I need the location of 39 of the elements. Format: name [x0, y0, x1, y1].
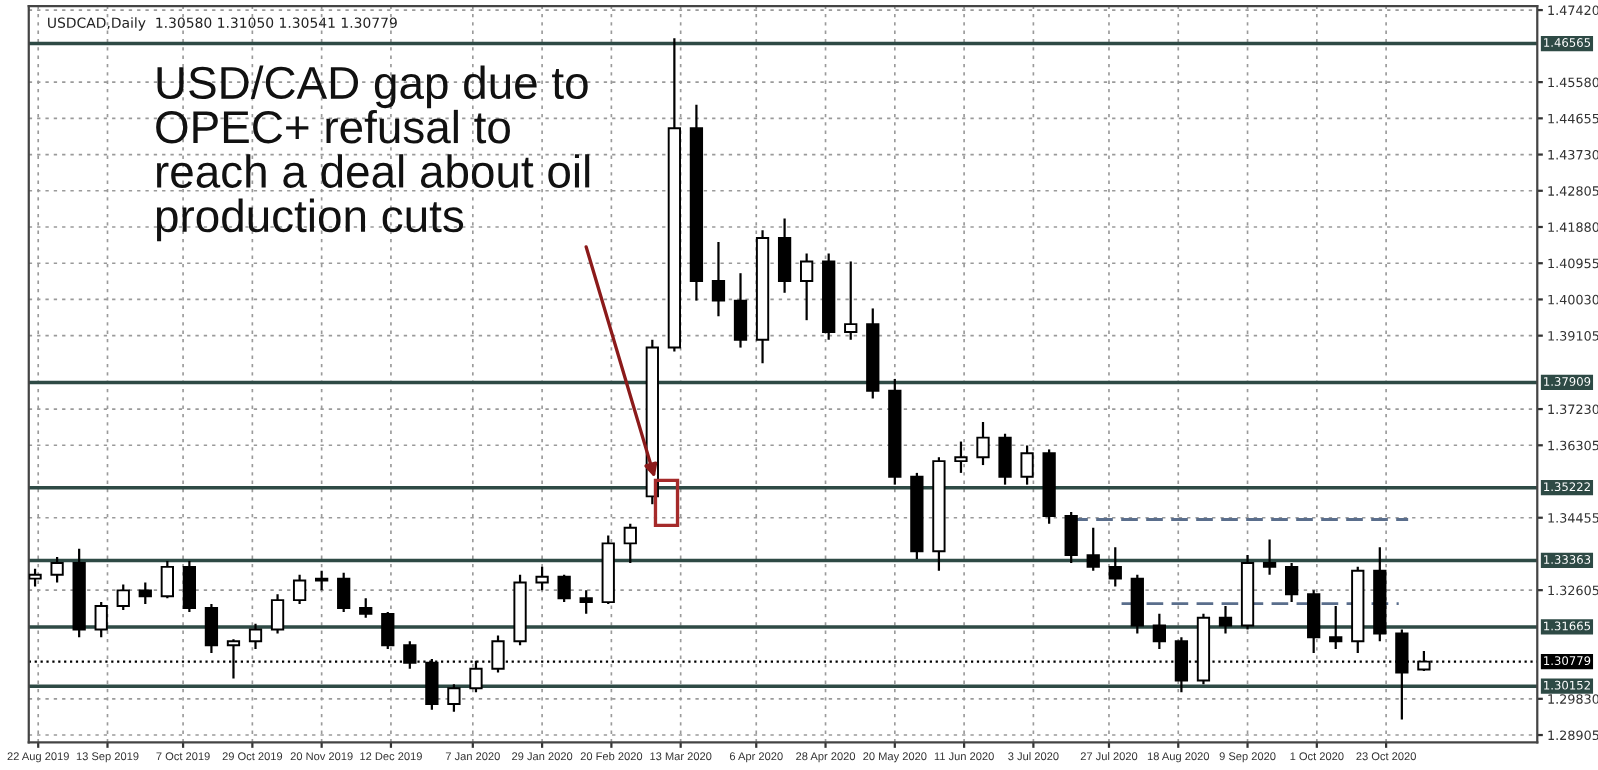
candlestick — [160, 559, 174, 600]
candlestick — [116, 583, 130, 612]
candlestick — [1152, 612, 1166, 651]
candlestick — [1218, 604, 1233, 635]
candlestick — [579, 589, 593, 615]
candlestick — [954, 440, 968, 474]
annotation: USD/CAD gap due to OPEC+ refusal to reach a deal about oil production cuts — [156, 65, 590, 242]
candlestick — [1262, 538, 1277, 576]
candlestick — [998, 432, 1012, 486]
candlestick — [733, 272, 748, 349]
candlestick — [557, 573, 571, 604]
candlestick — [337, 571, 351, 613]
candlestick — [777, 217, 792, 294]
candlestick — [1307, 589, 1321, 655]
candlestick — [1284, 561, 1299, 604]
candlestick — [1086, 526, 1100, 572]
candlestick — [535, 565, 549, 592]
candlestick — [292, 573, 307, 606]
candlestick — [50, 555, 64, 584]
candlestick — [182, 559, 197, 613]
candlestick — [248, 622, 263, 651]
candlestick — [1108, 546, 1122, 588]
candlestick — [204, 602, 219, 655]
candlestick — [447, 683, 461, 713]
candlestick — [94, 600, 108, 639]
candlestick — [359, 597, 373, 619]
candlestick — [315, 569, 329, 592]
candlestick — [1329, 604, 1343, 651]
candlestick — [1020, 444, 1034, 486]
candlestick — [976, 420, 990, 467]
candlestick — [138, 581, 152, 606]
candlestick — [844, 260, 858, 341]
candlestick — [381, 610, 395, 651]
candlestick — [711, 240, 726, 318]
candlestick — [1064, 510, 1078, 565]
candlestick — [800, 252, 814, 322]
candlestick — [623, 522, 637, 565]
candlestick — [270, 593, 285, 635]
candlestick — [1130, 573, 1144, 635]
